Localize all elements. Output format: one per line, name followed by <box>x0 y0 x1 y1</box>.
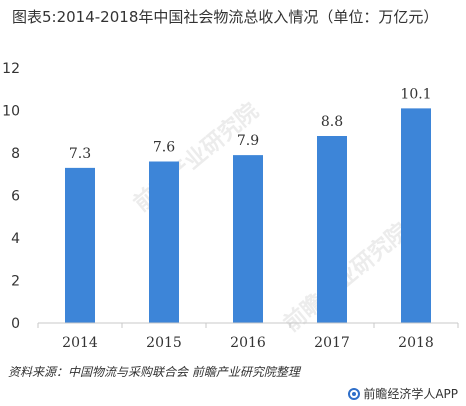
y-tick-label: 4 <box>11 231 20 247</box>
data-label-2015: 7.6 <box>153 140 175 156</box>
brand-footer: 前瞻经济学人APP <box>348 385 458 402</box>
bar-2016 <box>233 155 263 323</box>
x-axis-ticks: 2014 2015 2016 2017 2018 <box>37 323 459 351</box>
x-tick-label-2017: 2017 <box>314 335 350 351</box>
x-tick-label-2018: 2018 <box>398 335 434 351</box>
bar-2014 <box>65 167 95 323</box>
x-tick-label-2015: 2015 <box>146 335 182 351</box>
bar-2018 <box>401 108 431 323</box>
data-label-2014: 7.3 <box>69 146 91 162</box>
y-tick-label: 6 <box>11 189 20 205</box>
bar-2017 <box>317 136 347 323</box>
bar-2015 <box>149 161 179 323</box>
source-note: 资料来源：中国物流与采购联合会 前瞻产业研究院整理 <box>8 365 300 379</box>
y-axis-ticks: 0 2 4 6 8 10 12 <box>2 61 20 332</box>
data-labels: 7.3 7.6 7.9 8.8 10.1 <box>69 86 432 162</box>
chart-title: 图表5:2014-2018年中国社会物流总收入情况（单位：万亿元） <box>12 8 439 26</box>
data-label-2017: 8.8 <box>321 114 343 130</box>
x-tick-label-2016: 2016 <box>230 335 266 351</box>
y-tick-label: 12 <box>2 61 20 77</box>
y-tick-label: 8 <box>11 146 20 162</box>
brand-logo-icon <box>348 387 361 400</box>
data-label-2018: 10.1 <box>400 86 431 102</box>
data-label-2016: 7.9 <box>237 133 259 149</box>
y-tick-label: 10 <box>2 104 20 120</box>
x-tick-label-2014: 2014 <box>62 335 98 351</box>
y-tick-label: 0 <box>11 316 20 332</box>
bars <box>65 108 431 323</box>
y-tick-label: 2 <box>11 274 20 290</box>
brand-name: 前瞻经济学人APP <box>363 387 458 401</box>
